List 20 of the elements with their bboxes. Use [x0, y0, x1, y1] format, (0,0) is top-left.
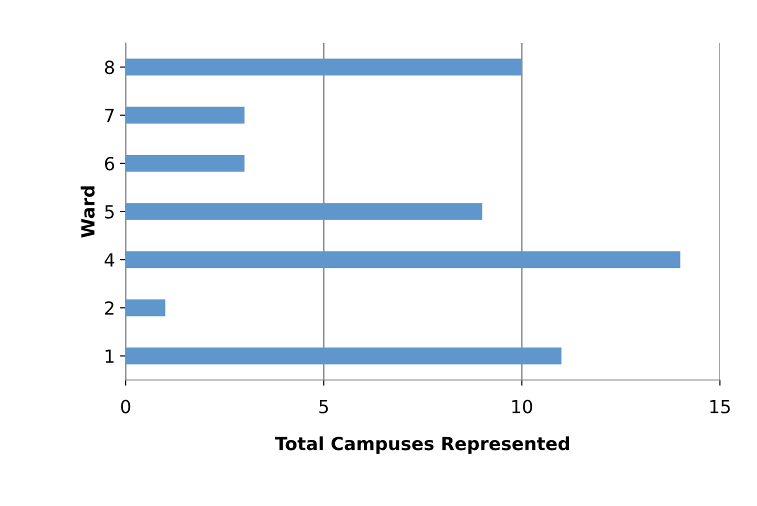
x-tick-label: 15: [710, 400, 730, 414]
y-tick-label: 7: [105, 108, 114, 122]
bar: [126, 58, 522, 76]
bar: [126, 154, 245, 172]
y-tick-label: 2: [105, 301, 114, 315]
bar: [126, 251, 680, 268]
y-tick-label: 6: [105, 156, 114, 170]
bar: [126, 203, 482, 220]
x-tick-label: 10: [512, 400, 532, 414]
x-tick-label: 0: [121, 400, 130, 414]
bar: [126, 348, 562, 364]
y-tick-label: 1: [106, 350, 114, 363]
y-tick-label: 4: [104, 253, 114, 267]
y-axis-title: Ward: [80, 186, 95, 238]
y-tick-label: 8: [104, 60, 114, 74]
x-axis-title: Total Campuses Represented: [275, 436, 570, 454]
bar: [126, 299, 166, 316]
y-tick-label: 5: [105, 205, 114, 219]
x-tick-label: 5: [319, 400, 328, 414]
bar: [126, 106, 245, 124]
